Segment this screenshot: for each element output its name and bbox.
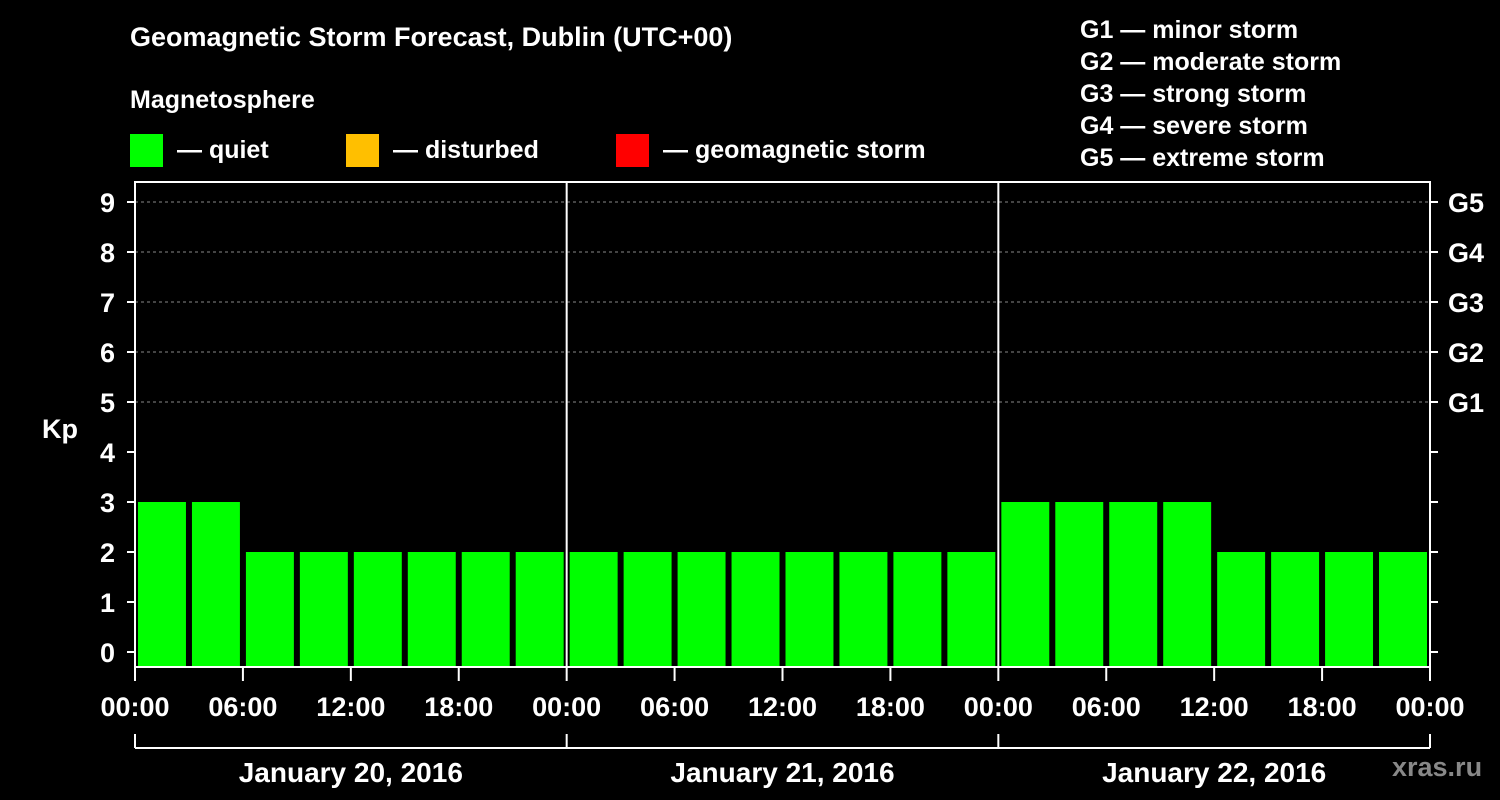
day-label-1: January 21, 2016 xyxy=(670,757,894,788)
storm-level-legend: G1 — minor storm G2 — moderate storm G3 … xyxy=(1080,14,1341,174)
bar-16 xyxy=(1001,502,1050,667)
x-tick-label-6: 12:00 xyxy=(748,692,817,722)
bar-2 xyxy=(245,552,294,667)
x-tick-label-10: 12:00 xyxy=(1180,692,1249,722)
day-label-2: January 22, 2016 xyxy=(1102,757,1326,788)
bar-18 xyxy=(1109,502,1158,667)
legend-disturbed: — disturbed xyxy=(346,133,539,167)
bar-15 xyxy=(947,552,996,667)
right-axis-label-G5: G5 xyxy=(1448,188,1484,218)
bar-8 xyxy=(569,552,618,667)
bar-22 xyxy=(1325,552,1374,667)
legend-quiet-swatch xyxy=(130,133,163,167)
legend-storm-label: — geomagnetic storm xyxy=(663,135,926,164)
bar-13 xyxy=(839,552,888,667)
bar-19 xyxy=(1163,502,1212,667)
storm-level-g4: G4 — severe storm xyxy=(1080,112,1308,140)
y-tick-label-0: 0 xyxy=(100,638,115,668)
bar-4 xyxy=(353,552,402,667)
right-axis-label-G1: G1 xyxy=(1448,388,1484,418)
y-tick-label-9: 9 xyxy=(100,188,115,218)
x-tick-label-1: 06:00 xyxy=(208,692,277,722)
x-tick-label-3: 18:00 xyxy=(424,692,493,722)
chart-subtitle: Magnetosphere xyxy=(130,86,315,114)
y-tick-label-7: 7 xyxy=(100,288,115,318)
y-tick-label-6: 6 xyxy=(100,338,115,368)
y-tick-label-1: 1 xyxy=(100,588,115,618)
storm-level-g3: G3 — strong storm xyxy=(1080,80,1307,108)
y-axis-label: Kp xyxy=(42,414,78,444)
bar-5 xyxy=(407,552,456,667)
x-tick-label-11: 18:00 xyxy=(1288,692,1357,722)
x-tick-label-5: 06:00 xyxy=(640,692,709,722)
right-axis-label-G4: G4 xyxy=(1448,238,1484,268)
y-tick-label-5: 5 xyxy=(100,388,115,418)
x-tick-label-7: 18:00 xyxy=(856,692,925,722)
bar-10 xyxy=(677,552,726,667)
bar-7 xyxy=(515,552,564,667)
storm-level-g5: G5 — extreme storm xyxy=(1080,144,1325,172)
legend-disturbed-label: — disturbed xyxy=(393,135,539,164)
right-axis-label-G3: G3 xyxy=(1448,288,1484,318)
right-axis-label-G2: G2 xyxy=(1448,338,1484,368)
legend-storm-swatch xyxy=(616,133,649,167)
y-tick-label-4: 4 xyxy=(100,438,115,468)
legend-storm: — geomagnetic storm xyxy=(616,133,926,167)
chart-title: Geomagnetic Storm Forecast, Dublin (UTC+… xyxy=(130,22,733,52)
x-tick-label-9: 06:00 xyxy=(1072,692,1141,722)
x-tick-label-0: 00:00 xyxy=(100,692,169,722)
legend-disturbed-swatch xyxy=(346,133,379,167)
storm-level-g1: G1 — minor storm xyxy=(1080,16,1299,44)
day-label-0: January 20, 2016 xyxy=(239,757,463,788)
storm-level-g2: G2 — moderate storm xyxy=(1080,48,1342,76)
bar-11 xyxy=(731,552,780,667)
x-tick-label-2: 12:00 xyxy=(316,692,385,722)
watermark: xras.ru xyxy=(1392,752,1483,782)
bar-14 xyxy=(893,552,942,667)
y-tick-label-3: 3 xyxy=(100,488,115,518)
legend-quiet-label: — quiet xyxy=(177,135,269,164)
bar-12 xyxy=(785,552,834,667)
bar-0 xyxy=(138,502,186,667)
x-tick-label-12: 00:00 xyxy=(1395,692,1464,722)
y-tick-label-2: 2 xyxy=(100,538,115,568)
bar-3 xyxy=(299,552,348,667)
x-tick-label-4: 00:00 xyxy=(532,692,601,722)
bar-23 xyxy=(1379,552,1427,667)
bar-9 xyxy=(623,552,672,667)
bar-20 xyxy=(1217,552,1266,667)
bar-6 xyxy=(461,552,510,667)
bar-21 xyxy=(1271,552,1320,667)
x-tick-label-8: 00:00 xyxy=(964,692,1033,722)
bar-1 xyxy=(191,502,240,667)
legend-quiet: — quiet xyxy=(130,133,269,167)
bar-17 xyxy=(1055,502,1104,667)
y-tick-label-8: 8 xyxy=(100,238,115,268)
